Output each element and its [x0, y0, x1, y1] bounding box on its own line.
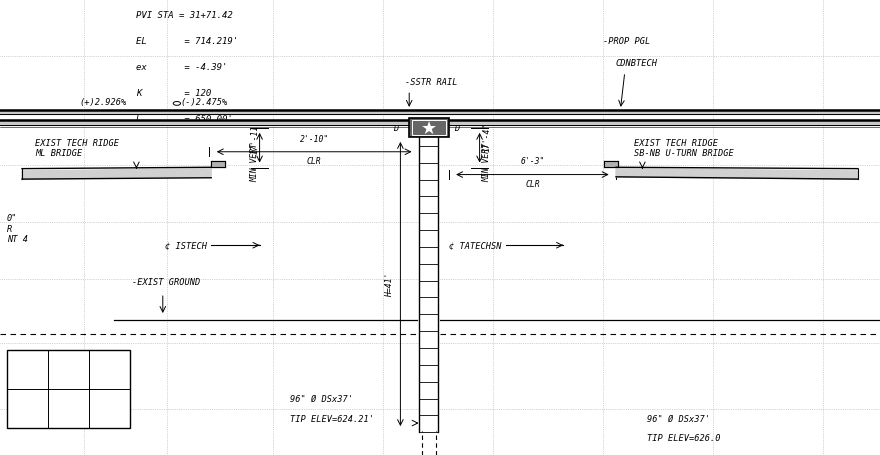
Text: CLR: CLR	[307, 157, 321, 166]
Text: EL       = 714.219': EL = 714.219'	[136, 37, 238, 46]
Text: TIP ELEV=626.0: TIP ELEV=626.0	[647, 433, 721, 442]
Text: L        = 650.00': L = 650.00'	[136, 115, 233, 124]
Text: MIN VERT: MIN VERT	[251, 142, 260, 182]
Bar	[7, 350, 130, 428]
Text: 96" Ø DSx37': 96" Ø DSx37'	[290, 394, 354, 403]
Text: ¢ TATECHSN: ¢ TATECHSN	[449, 241, 502, 250]
Text: TIP ELEV=624.21': TIP ELEV=624.21'	[290, 414, 374, 423]
Text: 17'-4": 17'-4"	[482, 122, 491, 152]
Polygon shape	[604, 162, 618, 168]
Text: D: D	[454, 124, 459, 133]
Polygon shape	[22, 169, 211, 180]
Text: -EXIST GROUND: -EXIST GROUND	[132, 278, 201, 287]
Text: H=41': H=41'	[385, 272, 394, 297]
Text: ¢ ISTECH: ¢ ISTECH	[165, 241, 207, 250]
Text: PVI STA = 31+71.42: PVI STA = 31+71.42	[136, 11, 233, 20]
Polygon shape	[419, 130, 438, 432]
Text: CDNBTECH: CDNBTECH	[616, 59, 658, 68]
Text: MIN VERT: MIN VERT	[482, 142, 491, 182]
Polygon shape	[211, 162, 225, 168]
Text: EXIST TECH RIDGE
ML BRIDGE: EXIST TECH RIDGE ML BRIDGE	[35, 139, 119, 158]
Text: EXIST TECH RIDGE
SB-NB U-TURN BRIDGE: EXIST TECH RIDGE SB-NB U-TURN BRIDGE	[634, 139, 733, 158]
Text: K        = 120: K = 120	[136, 89, 212, 98]
Text: (+)2.926%: (+)2.926%	[79, 98, 127, 107]
Polygon shape	[616, 169, 858, 180]
Text: 0"
R
NT 4: 0" R NT 4	[7, 214, 28, 243]
Text: CLR: CLR	[525, 180, 539, 189]
Text: 17'-11": 17'-11"	[251, 120, 260, 154]
Bar	[409, 119, 449, 137]
Bar	[412, 121, 446, 136]
Text: 96" Ø DSx37': 96" Ø DSx37'	[647, 414, 710, 423]
Text: 2'-10": 2'-10"	[299, 134, 329, 143]
Text: ★: ★	[421, 119, 437, 137]
Text: -PROP PGL: -PROP PGL	[603, 36, 650, 46]
Text: D: D	[393, 124, 399, 133]
Text: (-)2.475%: (-)2.475%	[180, 98, 228, 107]
Text: -SSTR RAIL: -SSTR RAIL	[405, 77, 458, 86]
Text: ex       = -4.39': ex = -4.39'	[136, 63, 228, 72]
Text: 6'-3": 6'-3"	[520, 157, 545, 166]
